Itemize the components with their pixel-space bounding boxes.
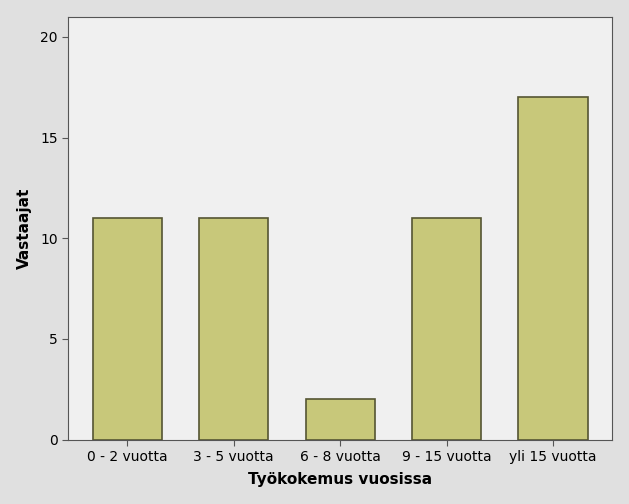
Y-axis label: Vastaajat: Vastaajat <box>16 187 31 269</box>
Bar <box>93 218 162 439</box>
Bar <box>412 218 481 439</box>
Bar <box>306 399 375 439</box>
X-axis label: Työkokemus vuosissa: Työkokemus vuosissa <box>248 472 432 487</box>
Bar <box>518 97 587 439</box>
Bar <box>199 218 269 439</box>
